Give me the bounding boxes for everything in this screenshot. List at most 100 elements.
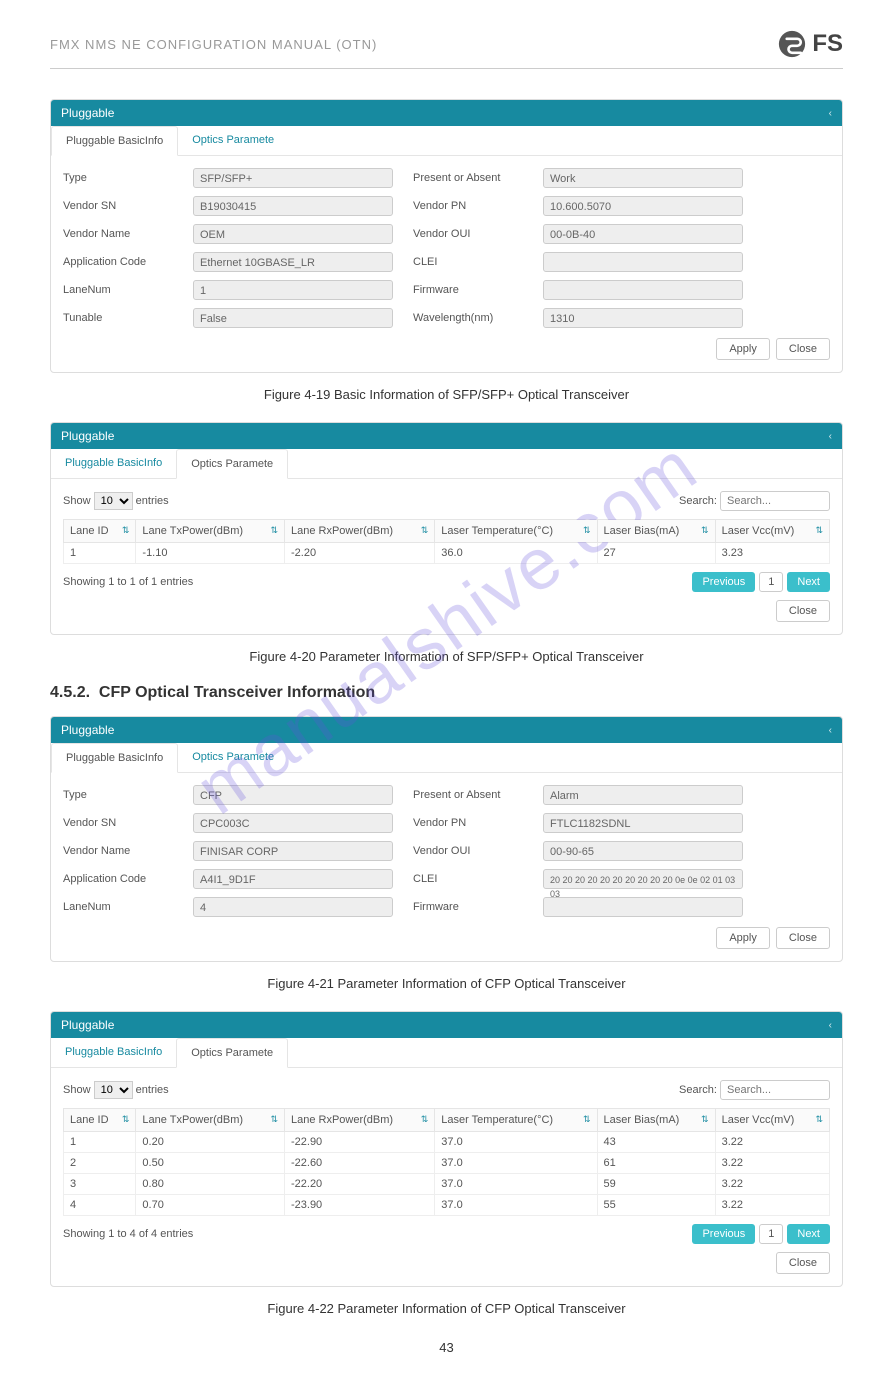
label-clei: CLEI (413, 256, 523, 268)
cell: 37.0 (435, 1132, 597, 1153)
figure-caption: Figure 4-22 Parameter Information of CFP… (50, 1301, 843, 1316)
label-lanenum: LaneNum (63, 901, 173, 913)
page-number: 43 (50, 1340, 843, 1355)
next-button[interactable]: Next (787, 1224, 830, 1244)
input-clei[interactable] (543, 252, 743, 272)
close-button[interactable]: Close (776, 600, 830, 622)
tab-optics[interactable]: Optics Paramete (176, 1038, 288, 1068)
entries-select[interactable]: 10 (94, 492, 133, 510)
page-number-button[interactable]: 1 (759, 1224, 783, 1244)
close-button[interactable]: Close (776, 338, 830, 360)
input-vendor-sn[interactable]: B19030415 (193, 196, 393, 216)
input-firmware[interactable] (543, 897, 743, 917)
input-clei[interactable]: 20 20 20 20 20 20 20 20 20 20 0e 0e 02 0… (543, 869, 743, 889)
show-label: Show (63, 1084, 91, 1096)
label-clei: CLEI (413, 873, 523, 885)
sort-icon: ⇅ (270, 525, 278, 536)
col-rxpower[interactable]: Lane RxPower(dBm)⇅ (284, 1109, 434, 1132)
sort-icon: ⇅ (122, 525, 130, 536)
tab-optics[interactable]: Optics Paramete (178, 126, 288, 155)
col-bias[interactable]: Laser Bias(mA)⇅ (597, 1109, 715, 1132)
cell: 4 (64, 1195, 136, 1216)
tab-optics[interactable]: Optics Paramete (178, 743, 288, 772)
cell: 37.0 (435, 1195, 597, 1216)
input-vendor-name[interactable]: OEM (193, 224, 393, 244)
tab-basicinfo[interactable]: Pluggable BasicInfo (51, 449, 176, 478)
search-input[interactable] (720, 1080, 830, 1100)
search-label: Search: (679, 495, 717, 507)
col-temp[interactable]: Laser Temperature(°C)⇅ (435, 1109, 597, 1132)
apply-button[interactable]: Apply (716, 338, 770, 360)
input-vendor-oui[interactable]: 00-90-65 (543, 841, 743, 861)
table-info: Showing 1 to 4 of 4 entries (63, 1228, 193, 1240)
tab-basicinfo[interactable]: Pluggable BasicInfo (51, 126, 178, 156)
col-lane-id[interactable]: Lane ID⇅ (64, 520, 136, 543)
col-txpower[interactable]: Lane TxPower(dBm)⇅ (136, 520, 285, 543)
form-grid: Type CFP Present or Absent Alarm Vendor … (63, 785, 830, 917)
panel-header[interactable]: Pluggable ‹ (51, 423, 842, 449)
label-vendor-pn: Vendor PN (413, 200, 523, 212)
col-bias[interactable]: Laser Bias(mA)⇅ (597, 520, 715, 543)
close-button[interactable]: Close (776, 1252, 830, 1274)
cell: 43 (597, 1132, 715, 1153)
input-app-code[interactable]: A4I1_9D1F (193, 869, 393, 889)
entries-select[interactable]: 10 (94, 1081, 133, 1099)
panel-title: Pluggable (61, 429, 114, 443)
close-button[interactable]: Close (776, 927, 830, 949)
prev-button[interactable]: Previous (692, 572, 755, 592)
input-type[interactable]: SFP/SFP+ (193, 168, 393, 188)
chevron-left-icon: ‹ (829, 1020, 832, 1031)
panel-title: Pluggable (61, 106, 114, 120)
label-vendor-sn: Vendor SN (63, 200, 173, 212)
tab-basicinfo[interactable]: Pluggable BasicInfo (51, 743, 178, 773)
cell: 61 (597, 1153, 715, 1174)
input-app-code[interactable]: Ethernet 10GBASE_LR (193, 252, 393, 272)
apply-button[interactable]: Apply (716, 927, 770, 949)
col-vcc[interactable]: Laser Vcc(mV)⇅ (715, 520, 829, 543)
input-vendor-pn[interactable]: FTLC1182SDNL (543, 813, 743, 833)
input-vendor-sn[interactable]: CPC003C (193, 813, 393, 833)
cell: 55 (597, 1195, 715, 1216)
page-header: FMX NMS NE CONFIGURATION MANUAL (OTN) FS (50, 0, 843, 69)
input-present[interactable]: Alarm (543, 785, 743, 805)
panel-cfp-basic: Pluggable ‹ Pluggable BasicInfo Optics P… (50, 716, 843, 962)
label-type: Type (63, 172, 173, 184)
cell: 0.20 (136, 1132, 285, 1153)
cell: 0.50 (136, 1153, 285, 1174)
tab-optics[interactable]: Optics Paramete (176, 449, 288, 479)
next-button[interactable]: Next (787, 572, 830, 592)
pager: Previous 1 Next (692, 572, 830, 592)
input-vendor-pn[interactable]: 10.600.5070 (543, 196, 743, 216)
col-temp[interactable]: Laser Temperature(°C)⇅ (435, 520, 597, 543)
col-txpower[interactable]: Lane TxPower(dBm)⇅ (136, 1109, 285, 1132)
search-input[interactable] (720, 491, 830, 511)
panel-header[interactable]: Pluggable ‹ (51, 100, 842, 126)
input-vendor-name[interactable]: FINISAR CORP (193, 841, 393, 861)
col-lane-id[interactable]: Lane ID⇅ (64, 1109, 136, 1132)
col-rxpower[interactable]: Lane RxPower(dBm)⇅ (284, 520, 434, 543)
col-vcc[interactable]: Laser Vcc(mV)⇅ (715, 1109, 829, 1132)
panel-header[interactable]: Pluggable ‹ (51, 1012, 842, 1038)
input-present[interactable]: Work (543, 168, 743, 188)
panel-title: Pluggable (61, 723, 114, 737)
tabs: Pluggable BasicInfo Optics Paramete (51, 126, 842, 156)
input-vendor-oui[interactable]: 00-0B-40 (543, 224, 743, 244)
input-tunable[interactable]: False (193, 308, 393, 328)
tab-basicinfo[interactable]: Pluggable BasicInfo (51, 1038, 176, 1067)
prev-button[interactable]: Previous (692, 1224, 755, 1244)
input-lanenum[interactable]: 1 (193, 280, 393, 300)
cell: -23.90 (284, 1195, 434, 1216)
input-type[interactable]: CFP (193, 785, 393, 805)
label-vendor-oui: Vendor OUI (413, 228, 523, 240)
input-wavelength[interactable]: 1310 (543, 308, 743, 328)
page-number-button[interactable]: 1 (759, 572, 783, 592)
label-vendor-pn: Vendor PN (413, 817, 523, 829)
panel-title: Pluggable (61, 1018, 114, 1032)
cell: -2.20 (284, 543, 434, 564)
input-lanenum[interactable]: 4 (193, 897, 393, 917)
cell: 1 (64, 1132, 136, 1153)
input-firmware[interactable] (543, 280, 743, 300)
panel-header[interactable]: Pluggable ‹ (51, 717, 842, 743)
label-vendor-sn: Vendor SN (63, 817, 173, 829)
logo: FS (778, 30, 843, 58)
